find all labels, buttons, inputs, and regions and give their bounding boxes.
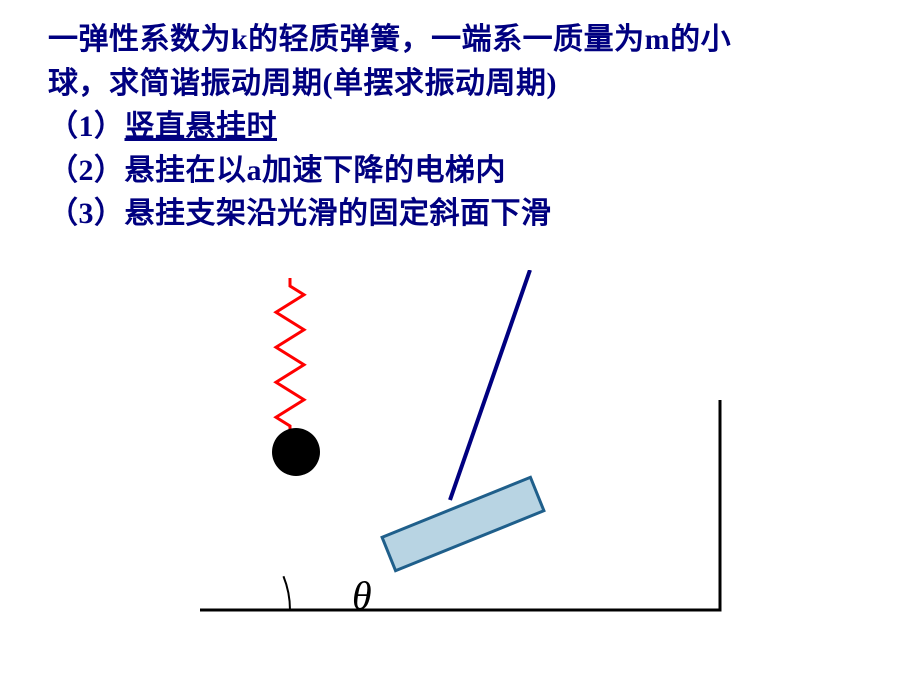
ball-circle — [272, 428, 320, 476]
pole-line — [450, 270, 530, 500]
physics-diagram — [0, 270, 920, 670]
block-rect — [382, 477, 544, 570]
item-1-underline: 竖直悬挂时 — [125, 110, 278, 143]
item-1: （1）竖直悬挂时 — [48, 105, 868, 149]
item-1-prefix: （1） — [48, 110, 125, 143]
item-3: （3）悬挂支架沿光滑的固定斜面下滑 — [48, 192, 868, 236]
item-2: （2）悬挂在以a加速下降的电梯内 — [48, 149, 868, 193]
spring-coil — [276, 278, 304, 434]
theta-label: θ — [352, 572, 372, 619]
block-group — [382, 477, 544, 570]
angle-arc — [283, 576, 290, 610]
intro-line-1: 一弹性系数为k的轻质弹簧，一端系一质量为m的小 — [48, 18, 868, 62]
intro-line-2: 球，求简谐振动周期(单摆求振动周期) — [48, 62, 868, 106]
problem-text: 一弹性系数为k的轻质弹簧，一端系一质量为m的小 球，求简谐振动周期(单摆求振动周… — [48, 18, 868, 236]
